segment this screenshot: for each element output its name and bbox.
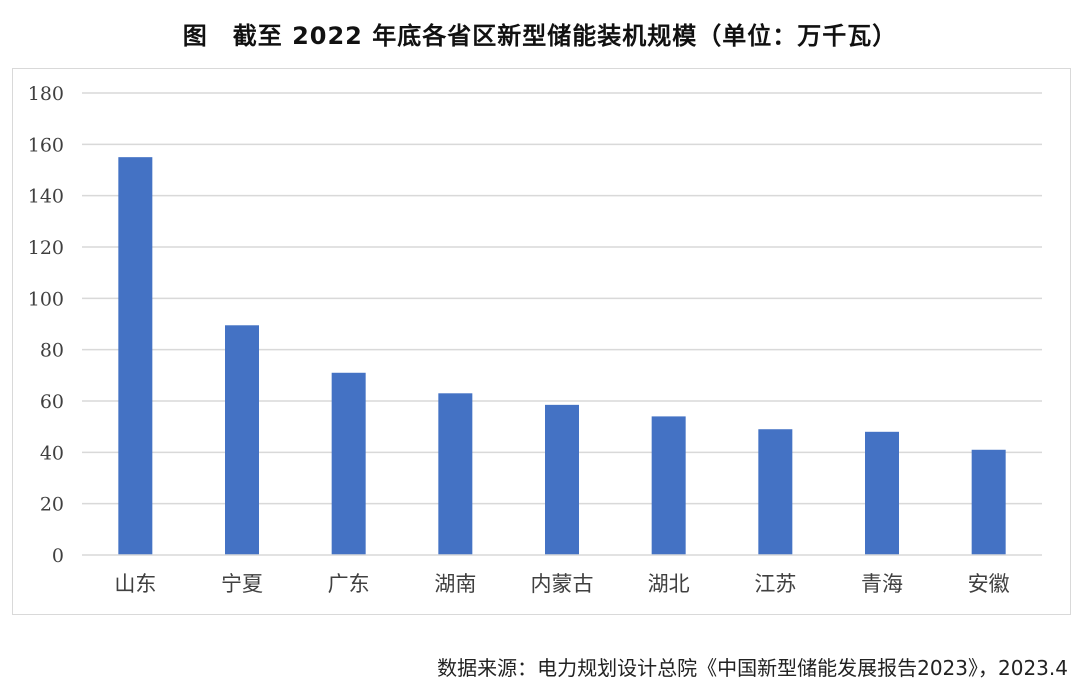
- x-category-label: 广东: [328, 572, 370, 596]
- bar: [438, 393, 473, 555]
- y-axis-tick-labels: 0 20 40 60 80 100 120 140 160 180: [28, 83, 64, 567]
- y-tick-label: 180: [28, 83, 64, 105]
- x-category-label: 山东: [114, 572, 156, 596]
- y-tick-label: 80: [40, 340, 64, 362]
- bar: [545, 404, 579, 555]
- bar: [118, 157, 153, 555]
- bar: [225, 325, 259, 555]
- y-tick-label: 120: [28, 237, 64, 259]
- x-category-label: 湖北: [648, 572, 690, 596]
- y-tick-label: 60: [40, 391, 64, 413]
- bar: [331, 372, 366, 555]
- x-category-label: 江苏: [754, 572, 796, 596]
- y-tick-label: 0: [52, 545, 64, 567]
- source-note: 数据来源：电力规划设计总院《中国新型储能发展报告2023》，2023.4: [437, 656, 1068, 680]
- y-tick-label: 20: [40, 494, 64, 516]
- bars: [118, 157, 1006, 555]
- x-category-label: 安徽: [968, 572, 1010, 596]
- x-category-label: 内蒙古: [531, 572, 594, 596]
- y-tick-label: 140: [28, 186, 64, 208]
- x-category-label: 湖南: [434, 572, 476, 596]
- x-category-label: 青海: [861, 572, 903, 596]
- chart-title: 图 截至 2022 年底各省区新型储能装机规模（单位：万千瓦）: [182, 22, 898, 50]
- bar: [971, 449, 1006, 555]
- y-tick-label: 40: [40, 442, 64, 464]
- x-category-label: 宁夏: [221, 572, 263, 596]
- x-axis-category-labels: 山东 宁夏 广东 湖南 内蒙古 湖北 江苏 青海 安徽: [114, 572, 1009, 596]
- bar: [758, 429, 793, 555]
- y-tick-label: 100: [28, 288, 64, 310]
- y-tick-label: 160: [28, 134, 64, 156]
- bar: [865, 431, 899, 555]
- bar: [651, 416, 686, 555]
